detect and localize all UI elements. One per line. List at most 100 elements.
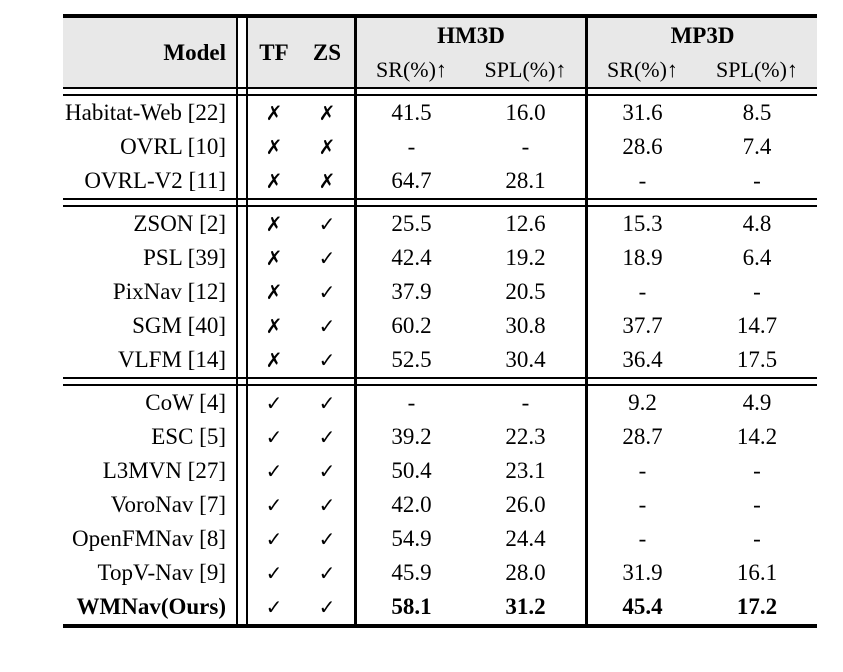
tf-cell: ✓ [246, 454, 300, 488]
zs-cell: ✓ [300, 343, 354, 377]
mp3d-spl-cell: 14.7 [736, 313, 778, 338]
check-icon: ✓ [318, 391, 336, 415]
header-group-mp3d: MP3D [585, 18, 817, 53]
gap-cell [238, 343, 246, 377]
cross-icon: ✗ [318, 169, 336, 193]
cross-icon: ✗ [265, 212, 283, 236]
tf-cell: ✗ [246, 207, 300, 241]
table-row: ZSON [2] ✗ ✓ 25.5 12.6 15.3 4.8 [63, 207, 817, 241]
mp3d-spl-cell: - [753, 526, 761, 551]
gap-cell [238, 454, 246, 488]
gap-cell [238, 556, 246, 590]
check-icon: ✓ [265, 493, 283, 517]
divider-segment [63, 87, 238, 96]
hm3d-sr-cell: 60.2 [354, 309, 466, 343]
hm3d-sr-cell: 42.4 [354, 241, 466, 275]
divider-segment [63, 198, 238, 207]
divider-segment [585, 198, 697, 207]
hm3d-sr-cell: 64.7 [354, 164, 466, 198]
check-icon: ✓ [265, 391, 283, 415]
tf-cell: ✓ [246, 590, 300, 624]
table-row: Habitat-Web [22] ✗ ✗ 41.5 16.0 31.6 8.5 [63, 96, 817, 130]
mp3d-sr-cell: - [585, 275, 697, 309]
mp3d-sr-cell: - [585, 454, 697, 488]
hm3d-spl-cell: 30.4 [505, 347, 546, 372]
check-icon: ✓ [318, 246, 336, 270]
header-mp3d-spl: SPL(%)↑ [697, 53, 817, 87]
divider-segment [238, 377, 246, 386]
hm3d-spl-cell: 28.0 [505, 560, 546, 585]
tf-cell: ✗ [246, 241, 300, 275]
check-icon: ✓ [318, 561, 336, 585]
model-name-cell: VLFM [14] [63, 343, 238, 377]
header-gap-column [238, 18, 246, 87]
divider-segment [300, 198, 354, 207]
model-name-cell: ZSON [2] [63, 207, 238, 241]
gap-cell [238, 488, 246, 522]
zs-cell: ✗ [300, 164, 354, 198]
zs-cell: ✓ [300, 420, 354, 454]
section-divider [63, 87, 817, 96]
divider-segment [238, 87, 246, 96]
section-divider [63, 198, 817, 207]
gap-cell [238, 241, 246, 275]
hm3d-spl-cell: 31.2 [505, 594, 546, 619]
model-name-cell: ESC [5] [63, 420, 238, 454]
mp3d-spl-cell: 17.5 [736, 347, 778, 372]
check-icon: ✓ [318, 527, 336, 551]
check-icon: ✓ [318, 459, 336, 483]
cross-icon: ✗ [265, 314, 283, 338]
table-row: PixNav [12] ✗ ✓ 37.9 20.5 - - [63, 275, 817, 309]
model-name-cell: SGM [40] [63, 309, 238, 343]
zs-cell: ✓ [300, 522, 354, 556]
header-group-row: Model TF ZS HM3D MP3D [63, 18, 817, 87]
results-table: Model TF ZS HM3D MP3D SR(%)↑ SPL(%)↑ SR(… [63, 14, 817, 628]
mp3d-spl-cell: 17.2 [736, 594, 778, 619]
zs-cell: ✓ [300, 309, 354, 343]
table-row: ESC [5] ✓ ✓ 39.2 22.3 28.7 14.2 [63, 420, 817, 454]
hm3d-sr-cell: 58.1 [354, 590, 466, 624]
mp3d-spl-cell: - [753, 168, 761, 193]
header-group-hm3d: HM3D [354, 18, 585, 53]
tf-cell: ✓ [246, 522, 300, 556]
zs-cell: ✗ [300, 130, 354, 164]
hm3d-sr-cell: - [354, 386, 466, 420]
mp3d-spl-cell: 4.8 [742, 211, 772, 236]
check-icon: ✓ [318, 348, 336, 372]
hm3d-spl-cell: 19.2 [505, 245, 546, 270]
hm3d-spl-cell: 20.5 [505, 279, 546, 304]
header-hm3d-sr: SR(%)↑ [354, 53, 466, 87]
mp3d-spl-cell: - [753, 458, 761, 483]
divider-segment [246, 87, 300, 96]
check-icon: ✓ [265, 425, 283, 449]
zs-cell: ✓ [300, 241, 354, 275]
hm3d-sr-cell: 37.9 [354, 275, 466, 309]
divider-segment [466, 377, 585, 386]
tf-cell: ✓ [246, 420, 300, 454]
header-mp3d-sr: SR(%)↑ [585, 53, 697, 87]
gap-cell [238, 275, 246, 309]
check-icon: ✓ [265, 561, 283, 585]
table-row: OVRL-V2 [11] ✗ ✗ 64.7 28.1 - - [63, 164, 817, 198]
zs-cell: ✓ [300, 386, 354, 420]
section-divider [63, 377, 817, 386]
divider-segment [238, 198, 246, 207]
divider-segment [354, 377, 466, 386]
mp3d-sr-cell: 28.6 [585, 130, 697, 164]
divider-segment [697, 377, 817, 386]
table-row: TopV-Nav [9] ✓ ✓ 45.9 28.0 31.9 16.1 [63, 556, 817, 590]
gap-cell [238, 590, 246, 624]
zs-cell: ✓ [300, 556, 354, 590]
table-row: VLFM [14] ✗ ✓ 52.5 30.4 36.4 17.5 [63, 343, 817, 377]
table-body: Habitat-Web [22] ✗ ✗ 41.5 16.0 31.6 8.5 OVRL [1… [63, 87, 817, 624]
model-name-cell: Habitat-Web [22] [63, 96, 238, 130]
tf-cell: ✓ [246, 386, 300, 420]
cross-icon: ✗ [265, 280, 283, 304]
header-metric-row: SR(%)↑ SPL(%)↑ SR(%)↑ SPL(%)↑ [63, 53, 817, 87]
check-icon: ✓ [318, 314, 336, 338]
hm3d-spl-cell: 12.6 [505, 211, 546, 236]
check-icon: ✓ [318, 212, 336, 236]
divider-segment [466, 198, 585, 207]
hm3d-spl-cell: 24.4 [505, 526, 546, 551]
